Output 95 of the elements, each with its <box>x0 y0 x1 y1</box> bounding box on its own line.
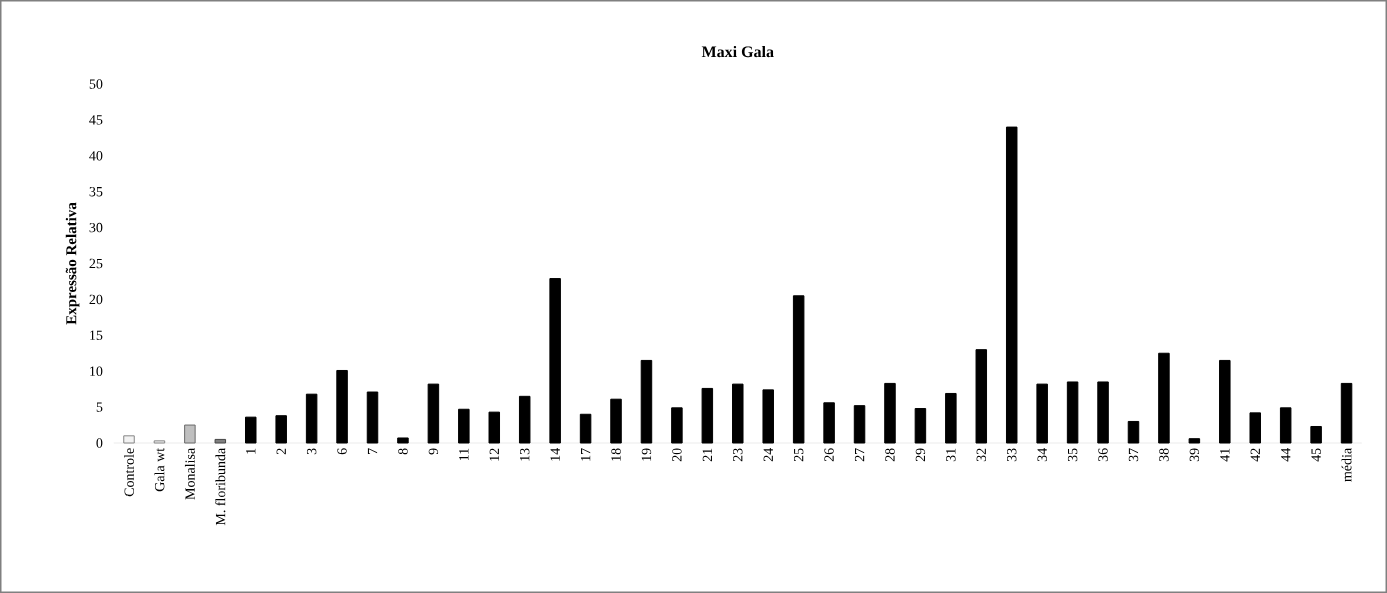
x-tick-label: 44 <box>1281 448 1291 462</box>
x-tick-label: 45 <box>1311 448 1321 462</box>
y-tick-label: 25 <box>89 258 103 269</box>
x-tick-label: 11 <box>459 448 469 461</box>
bar <box>884 382 896 444</box>
x-tick-label: 33 <box>1007 448 1017 462</box>
x-tick-label: M. floribunda <box>215 448 226 526</box>
x-tick-label: 21 <box>702 448 712 462</box>
bar <box>1097 381 1109 444</box>
x-tick-label: 29 <box>915 448 926 462</box>
y-tick-label: 0 <box>96 438 103 448</box>
x-tick-label: 19 <box>641 448 652 461</box>
x-tick-label: 41 <box>1220 448 1230 462</box>
x-tick-label: 13 <box>520 448 530 461</box>
y-tick-label: 40 <box>89 151 103 161</box>
bar <box>610 398 622 444</box>
bar <box>671 407 683 444</box>
bar <box>366 391 379 444</box>
x-tick-label: 28 <box>885 448 895 462</box>
bar <box>945 392 957 444</box>
x-tick-label: 14 <box>550 448 560 461</box>
bar <box>549 278 561 444</box>
bar <box>792 295 805 444</box>
x-tick-label: 1 <box>246 448 256 454</box>
x-tick-label: 37 <box>1128 448 1139 462</box>
bar <box>1279 407 1292 444</box>
bar <box>1127 420 1140 444</box>
bar <box>245 416 257 444</box>
bar <box>1158 352 1170 444</box>
x-tick-label: 20 <box>672 448 682 462</box>
y-tick-label: 5 <box>96 402 103 412</box>
y-axis-title: Expressão Relativa <box>65 202 80 325</box>
bar <box>732 383 744 444</box>
bar <box>184 424 196 444</box>
y-tick-label: 10 <box>90 366 103 376</box>
bar <box>336 369 348 444</box>
bar <box>427 383 440 444</box>
x-tick-label: 2 <box>276 448 286 455</box>
bar <box>458 408 470 444</box>
bar <box>1340 382 1353 444</box>
bar <box>975 349 988 444</box>
y-tick-label: 50 <box>89 79 103 89</box>
chart-title: Maxi Gala <box>701 45 774 58</box>
x-tick-label: 36 <box>1098 448 1108 462</box>
y-tick-label: 30 <box>89 222 103 233</box>
x-tick-label: 6 <box>337 448 347 455</box>
x-tick-label: 9 <box>428 448 439 455</box>
x-tick-label: média <box>1341 448 1352 482</box>
bar <box>123 435 135 444</box>
x-tick-label: 42 <box>1250 448 1260 462</box>
y-tick-label: 20 <box>89 294 103 305</box>
bar <box>762 389 774 444</box>
x-tick-label: 24 <box>763 448 773 462</box>
bar <box>1310 425 1322 444</box>
x-tick-label: 32 <box>976 448 986 462</box>
x-tick-label: 12 <box>489 448 499 461</box>
x-tick-label: 27 <box>854 448 865 462</box>
x-tick-label: 18 <box>611 448 621 461</box>
x-tick-label: 17 <box>580 448 591 461</box>
bar <box>275 415 287 444</box>
x-tick-label: 26 <box>824 448 834 462</box>
x-tick-label: 34 <box>1037 448 1047 462</box>
bar <box>1219 359 1231 444</box>
x-tick-label: 35 <box>1067 448 1078 462</box>
bar <box>640 359 653 444</box>
x-tick-label: 3 <box>306 448 317 455</box>
bar <box>914 408 927 444</box>
x-tick-label: 8 <box>398 448 408 455</box>
x-tick-label: 38 <box>1159 448 1169 462</box>
bar <box>214 438 227 444</box>
x-tick-label: 31 <box>946 448 956 462</box>
bar <box>1249 412 1261 444</box>
bar <box>518 395 531 444</box>
bar <box>823 402 835 444</box>
bar <box>397 437 409 444</box>
bar <box>1188 438 1201 444</box>
x-tick-label: 7 <box>367 448 378 454</box>
x-tick-label: Gala wt <box>154 447 165 492</box>
bar <box>701 387 714 444</box>
bar <box>579 413 592 444</box>
bar <box>153 440 166 444</box>
y-tick-label: 35 <box>89 187 103 197</box>
x-tick-label: 39 <box>1189 448 1200 462</box>
x-tick-label: 23 <box>733 448 743 462</box>
bar <box>1005 126 1018 444</box>
bar <box>853 405 866 444</box>
y-tick-label: 45 <box>89 115 103 125</box>
bar <box>305 393 318 444</box>
y-tick-label: 15 <box>90 330 103 340</box>
x-tick-label: Controle <box>124 448 134 497</box>
x-tick-label: Monalisa <box>184 448 195 500</box>
bar <box>1036 383 1048 444</box>
bar <box>488 411 501 444</box>
x-tick-label: 25 <box>793 448 804 462</box>
bar <box>1066 381 1079 444</box>
